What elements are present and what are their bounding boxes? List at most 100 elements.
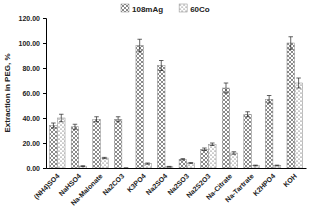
error-bar [59, 114, 63, 122]
x-tick: Na-Tartrate [224, 168, 255, 203]
legend: 108mAg 60Co [121, 4, 210, 14]
y-tick-mark [43, 93, 46, 94]
x-tick-label: Na-Malonate [69, 172, 103, 206]
chart: 0.00 20.00 40.00 60.00 80.00 100.00 120.00 (NH4… [0, 0, 312, 224]
x-tick: Na2CO3 [101, 168, 125, 197]
x-tick-label: Na2SO4 [145, 172, 169, 196]
bar [71, 127, 78, 168]
error-bar [267, 96, 271, 104]
y-tick-label: 20.00 [22, 140, 40, 147]
bar [58, 118, 65, 168]
bar [158, 66, 165, 169]
y-tick-mark [43, 43, 46, 44]
legend-label: 108mAg [132, 5, 163, 14]
bar [265, 99, 272, 168]
series [50, 37, 295, 168]
x-tick: K3PO4 [126, 168, 147, 194]
y-tick-label: 40.00 [22, 115, 40, 122]
x-tick: (NH4)SO4 [33, 168, 62, 201]
y-tick-label: 120.00 [19, 15, 41, 22]
error-bar [296, 78, 300, 88]
x-tick-label: K3PO4 [126, 172, 147, 193]
x-tick: KOH [282, 168, 298, 188]
error-bar [232, 152, 236, 155]
bar [187, 163, 194, 168]
error-bar [116, 117, 120, 122]
y-tick-label: 60.00 [22, 90, 40, 97]
plot: 0.00 20.00 40.00 60.00 80.00 100.00 120.00 (NH4… [19, 15, 307, 207]
legend-item: 60Co [179, 4, 210, 14]
y-axis: 0.00 20.00 40.00 60.00 80.00 100.00 120.00 [19, 15, 47, 172]
series [58, 78, 303, 168]
error-bar [81, 165, 85, 167]
y-tick: 120.00 [19, 15, 46, 22]
y-tick: 20.00 [22, 140, 46, 147]
x-tick-label: Na-Tartrate [224, 172, 255, 203]
legend-label: 60Co [190, 5, 210, 14]
y-axis-line [43, 19, 47, 169]
bar [230, 153, 237, 168]
bar [179, 159, 186, 168]
x-tick: Na-Malonate [69, 168, 103, 207]
bar [79, 166, 86, 168]
error-bar [145, 163, 149, 164]
legend-swatch [179, 4, 187, 12]
x-tick: Na2SO4 [145, 168, 169, 196]
y-tick-label: 100.00 [19, 40, 41, 47]
bar [201, 149, 208, 168]
y-tick: 100.00 [19, 40, 46, 47]
error-bar [253, 165, 257, 167]
error-bar [181, 159, 185, 160]
error-bar [167, 166, 171, 168]
error-bar [202, 148, 206, 151]
x-tick-label: Na2CO3 [101, 172, 125, 196]
y-axis-title: Extraction in PEG, % [3, 53, 12, 132]
bar [252, 166, 259, 169]
bar [136, 46, 143, 169]
bar [165, 167, 172, 168]
error-bar [188, 162, 192, 164]
bar [295, 83, 302, 168]
error-bar [210, 143, 214, 146]
legend-item: 108mAg [121, 4, 163, 14]
bar [122, 168, 129, 169]
error-bar [51, 123, 55, 128]
bar [209, 144, 216, 168]
y-tick: 60.00 [22, 90, 46, 97]
legend-swatch [121, 4, 129, 12]
error-bar [124, 168, 128, 169]
error-bar [137, 39, 141, 52]
y-tick-label: 0.00 [26, 165, 40, 172]
bar [144, 164, 151, 168]
x-axis: (NH4)SO4NaHSO4Na-MalonateNa2CO3K3PO4Na2S… [33, 168, 307, 207]
y-tick: 40.00 [22, 115, 46, 122]
error-bar [73, 124, 77, 129]
x-tick-label: KOH [282, 172, 298, 188]
bar [50, 126, 57, 169]
bar [101, 158, 108, 168]
y-tick-mark [43, 18, 46, 19]
x-tick-label: K2HPO4 [252, 172, 277, 197]
error-bar [275, 165, 279, 167]
y-tick-mark [43, 118, 46, 119]
bar [273, 166, 280, 169]
x-axis-line [47, 168, 307, 169]
bar [244, 114, 251, 168]
error-bar [288, 37, 292, 50]
error-bar [159, 61, 163, 71]
bar [93, 119, 100, 168]
y-tick-mark [43, 68, 46, 69]
y-tick-mark [43, 143, 46, 144]
y-tick: 0.00 [26, 165, 46, 172]
bar [114, 119, 121, 168]
y-tick-mark [43, 168, 46, 169]
y-tick: 80.00 [22, 65, 46, 72]
error-bar [224, 83, 228, 93]
x-tick-label: (NH4)SO4 [33, 172, 62, 201]
bar [222, 88, 229, 168]
error-bar [102, 157, 106, 158]
x-tick: K2HPO4 [252, 168, 277, 197]
error-bar [245, 112, 249, 117]
bar [287, 43, 294, 168]
y-tick-label: 80.00 [22, 65, 40, 72]
